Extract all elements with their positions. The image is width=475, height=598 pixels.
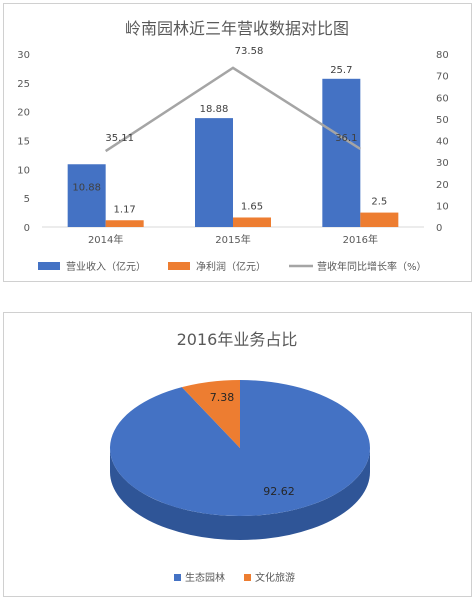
business-share-title: 2016年业务占比 bbox=[177, 330, 298, 349]
right-axis-tick: 0 bbox=[436, 223, 442, 234]
revenue-bar-label: 10.88 bbox=[72, 182, 101, 193]
revenue-chart-title: 岭南园林近三年营收数据对比图 bbox=[125, 19, 349, 38]
growth-rate-line bbox=[104, 66, 362, 153]
x-axis-tick: 2014年 bbox=[88, 233, 123, 246]
revenue-bar-label: 25.7 bbox=[330, 65, 352, 76]
right-axis-tick: 20 bbox=[436, 180, 449, 191]
revenue-bar-label: 18.88 bbox=[200, 104, 229, 115]
pie-slice-label: 7.38 bbox=[210, 391, 235, 404]
revenue-chart-panel: 岭南园林近三年营收数据对比图 0 5 10 15 20 25 30 0 10 20 30 40 50 6… bbox=[3, 3, 472, 282]
legend-swatch bbox=[174, 574, 181, 581]
business-share-panel: 2016年业务占比 92.62 7.38 生态园林 文化旅游 bbox=[3, 312, 472, 597]
left-axis-tick: 10 bbox=[17, 165, 30, 176]
revenue-bar bbox=[67, 164, 106, 227]
profit-bar bbox=[360, 212, 399, 227]
profit-bar-label: 1.17 bbox=[114, 204, 136, 215]
business-share-chart: 2016年业务占比 92.62 7.38 生态园林 文化旅游 bbox=[110, 330, 371, 584]
growth-rate-label: 73.58 bbox=[235, 46, 264, 57]
left-axis-tick: 0 bbox=[24, 223, 30, 234]
profit-bar bbox=[105, 220, 144, 227]
legend-swatch bbox=[38, 262, 60, 270]
right-axis-tick: 70 bbox=[436, 72, 449, 83]
left-axis-tick: 20 bbox=[17, 108, 30, 119]
revenue-chart: 岭南园林近三年营收数据对比图 0 5 10 15 20 25 30 0 10 20 30 40 50 6… bbox=[17, 19, 449, 273]
right-axis-tick: 30 bbox=[436, 158, 449, 169]
right-axis-tick: 40 bbox=[436, 137, 449, 148]
revenue-bar bbox=[195, 118, 233, 227]
legend-label: 生态园林 bbox=[185, 571, 225, 584]
left-axis-tick: 15 bbox=[17, 137, 30, 148]
x-axis-tick: 2015年 bbox=[215, 233, 250, 246]
pie-slice-ecology bbox=[110, 380, 371, 516]
pie-slice-tourism bbox=[181, 380, 240, 448]
legend-swatch bbox=[168, 262, 190, 270]
legend-label: 净利润（亿元） bbox=[196, 260, 266, 273]
right-axis-tick: 50 bbox=[436, 115, 449, 126]
legend-label: 营收年同比增长率（%） bbox=[317, 260, 427, 273]
legend-label: 营业收入（亿元） bbox=[66, 260, 146, 273]
right-axis-tick: 10 bbox=[436, 201, 449, 212]
legend-swatch bbox=[244, 574, 251, 581]
left-axis-tick: 5 bbox=[24, 194, 30, 205]
pie-slice-side bbox=[110, 448, 370, 540]
left-axis-tick: 25 bbox=[17, 79, 30, 90]
growth-rate-label: 36.1 bbox=[335, 133, 357, 144]
revenue-bar bbox=[322, 78, 361, 228]
profit-bar-label: 1.65 bbox=[241, 201, 263, 212]
profit-bar bbox=[233, 217, 271, 227]
legend-label: 文化旅游 bbox=[255, 571, 295, 584]
profit-bar-label: 2.5 bbox=[371, 197, 387, 208]
right-axis-tick: 60 bbox=[436, 93, 449, 104]
x-axis-tick: 2016年 bbox=[343, 233, 378, 246]
growth-rate-label: 35.11 bbox=[105, 133, 134, 144]
pie-slice-label: 92.62 bbox=[263, 485, 295, 498]
right-axis-tick: 80 bbox=[436, 50, 449, 61]
left-axis-tick: 30 bbox=[17, 50, 30, 61]
